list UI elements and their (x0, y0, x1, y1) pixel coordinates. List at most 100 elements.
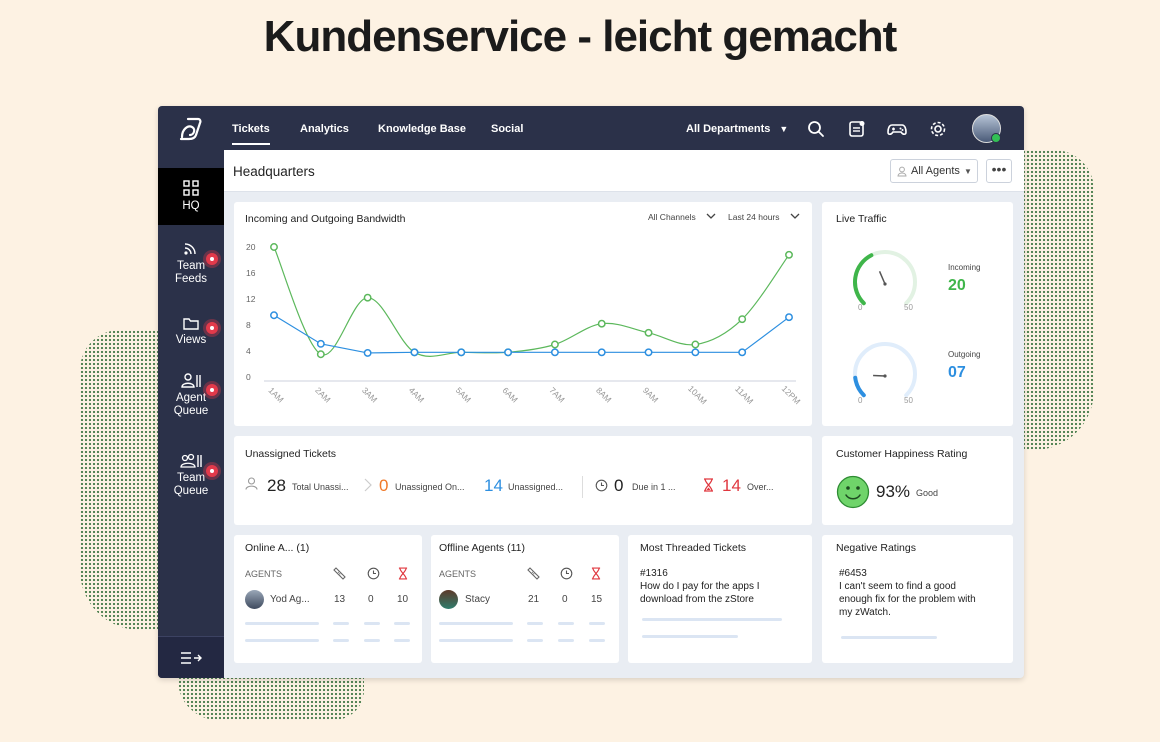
clock-icon (367, 567, 380, 580)
placeholder-bar (364, 639, 380, 642)
notification-badge (206, 384, 218, 396)
channel-filter-dropdown[interactable]: All Channels (648, 212, 716, 222)
data-point (270, 311, 278, 320)
outgoing-min-label: 0 (858, 396, 863, 405)
ticket-id-link[interactable]: #1316 (640, 568, 668, 579)
ticket-subject-line[interactable]: How do I pay for the apps I (640, 581, 760, 592)
sidebar-item-team-feeds[interactable]: Team Feeds (158, 242, 224, 292)
left-sidebar: HQ Team Feeds Views Agent Queue Team Que… (158, 150, 224, 678)
user-avatar[interactable] (972, 114, 1001, 143)
x-tick-label: 4AM (407, 385, 426, 404)
happiness-percentage: 93% (876, 482, 911, 501)
sidebar-item-label: Views (175, 334, 207, 346)
desk-logo-icon[interactable] (178, 115, 204, 143)
agent-avatar[interactable] (439, 590, 458, 609)
channel-filter-label: All Channels (648, 212, 696, 222)
user-icon (245, 477, 258, 490)
dotted-pattern-left (80, 330, 160, 630)
sidebar-item-views[interactable]: Views (158, 316, 224, 356)
agent-due-count: 0 (562, 594, 568, 605)
page-title: Headquarters (233, 164, 315, 179)
hourglass-icon (398, 567, 408, 580)
overdue-value: 14 (722, 476, 741, 495)
tab-analytics[interactable]: Analytics (300, 123, 349, 135)
placeholder-bar (589, 622, 605, 625)
card-title: Offline Agents (11) (439, 542, 525, 554)
gear-icon[interactable] (929, 120, 947, 138)
agent-overdue-count: 10 (397, 594, 409, 605)
sidebar-item-label: Team (176, 472, 206, 484)
top-navigation-bar: Tickets Analytics Knowledge Base Social … (158, 106, 1024, 150)
card-title: Most Threaded Tickets (640, 542, 747, 554)
unassigned-tickets-card: Unassigned Tickets 28 Total Unassi... 0 … (234, 436, 812, 525)
sidebar-item-label: Queue (173, 405, 209, 417)
x-tick-label: 8AM (594, 385, 613, 404)
card-title: Negative Ratings (836, 542, 916, 554)
sidebar-item-label: Team (176, 260, 206, 272)
ticket-icon (527, 567, 540, 580)
agent-name[interactable]: Stacy (465, 594, 491, 605)
agent-open-count: 21 (528, 594, 540, 605)
more-options-button[interactable]: ••• (986, 159, 1012, 183)
placeholder-bar (439, 639, 513, 642)
placeholder-bar (245, 639, 319, 642)
dotted-pattern-bottom (178, 676, 364, 720)
y-tick-label: 8 (246, 320, 251, 330)
data-point (691, 348, 700, 357)
y-tick-label: 20 (246, 242, 256, 252)
agent-filter-dropdown[interactable]: All Agents ▼ (890, 159, 978, 183)
sidebar-item-label: Queue (173, 485, 209, 497)
agent-name[interactable]: Yod Ag... (270, 594, 310, 605)
series-line (273, 314, 790, 354)
ticket-subject-line[interactable]: download from the zStore (640, 594, 754, 605)
tab-tickets[interactable]: Tickets (232, 123, 270, 145)
placeholder-bar (394, 639, 410, 642)
chevron-down-icon (790, 213, 800, 219)
sidebar-collapse-button[interactable] (158, 636, 224, 678)
placeholder-bar (364, 622, 380, 625)
ticket-id-link[interactable]: #6453 (839, 568, 867, 579)
chevron-right-icon (364, 478, 372, 492)
gamepad-icon[interactable] (887, 120, 907, 138)
outgoing-label: Outgoing (948, 350, 981, 359)
x-tick-label: 10AM (686, 383, 709, 406)
data-point (316, 339, 325, 348)
y-tick-label: 4 (246, 346, 251, 356)
customer-happiness-card: Customer Happiness Rating 93% Good (822, 436, 1013, 525)
x-tick-label: 3AM (360, 385, 379, 404)
agent-overdue-count: 15 (591, 594, 603, 605)
x-tick-label: 1AM (266, 385, 285, 404)
card-title: Online A... (1) (245, 542, 310, 554)
y-tick-label: 0 (246, 372, 251, 382)
folder-icon (183, 318, 199, 330)
data-point (644, 348, 653, 357)
sidebar-item-agent-queue[interactable]: Agent Queue (158, 372, 224, 422)
sidebar-item-team-queue[interactable]: Team Queue (158, 452, 224, 502)
traffic-gauges (853, 250, 917, 398)
card-title: Unassigned Tickets (245, 448, 337, 460)
tab-knowledge-base[interactable]: Knowledge Base (378, 123, 467, 135)
tab-social[interactable]: Social (491, 123, 524, 135)
sidebar-item-label: Feeds (175, 273, 207, 285)
x-tick-label: 11AM (733, 384, 755, 406)
placeholder-bar (333, 622, 349, 625)
data-point (644, 328, 653, 337)
outgoing-value: 07 (948, 364, 966, 381)
department-dropdown[interactable]: All Departments ▼ (686, 123, 788, 135)
notes-icon[interactable] (848, 120, 866, 138)
rating-comment-line: my zWatch. (839, 607, 891, 618)
x-tick-label: 6AM (500, 385, 519, 404)
desk-app-window: Tickets Analytics Knowledge Base Social … (158, 106, 1024, 678)
placeholder-bar (394, 622, 410, 625)
sidebar-item-hq[interactable]: HQ (158, 168, 224, 225)
x-tick-label: 5AM (454, 385, 473, 404)
incoming-min-label: 0 (858, 303, 863, 312)
agent-filter-label: All Agents (911, 165, 960, 177)
time-filter-dropdown[interactable]: Last 24 hours (728, 212, 800, 222)
unassigned-offline-label: Unassigned... (508, 482, 564, 492)
smiley-face-icon (836, 475, 870, 509)
agent-avatar[interactable] (245, 590, 264, 609)
placeholder-bar (245, 622, 319, 625)
search-icon[interactable] (807, 120, 825, 138)
offline-agents-card: Offline Agents (11) AGENTS Stacy 21 0 15 (431, 535, 619, 663)
